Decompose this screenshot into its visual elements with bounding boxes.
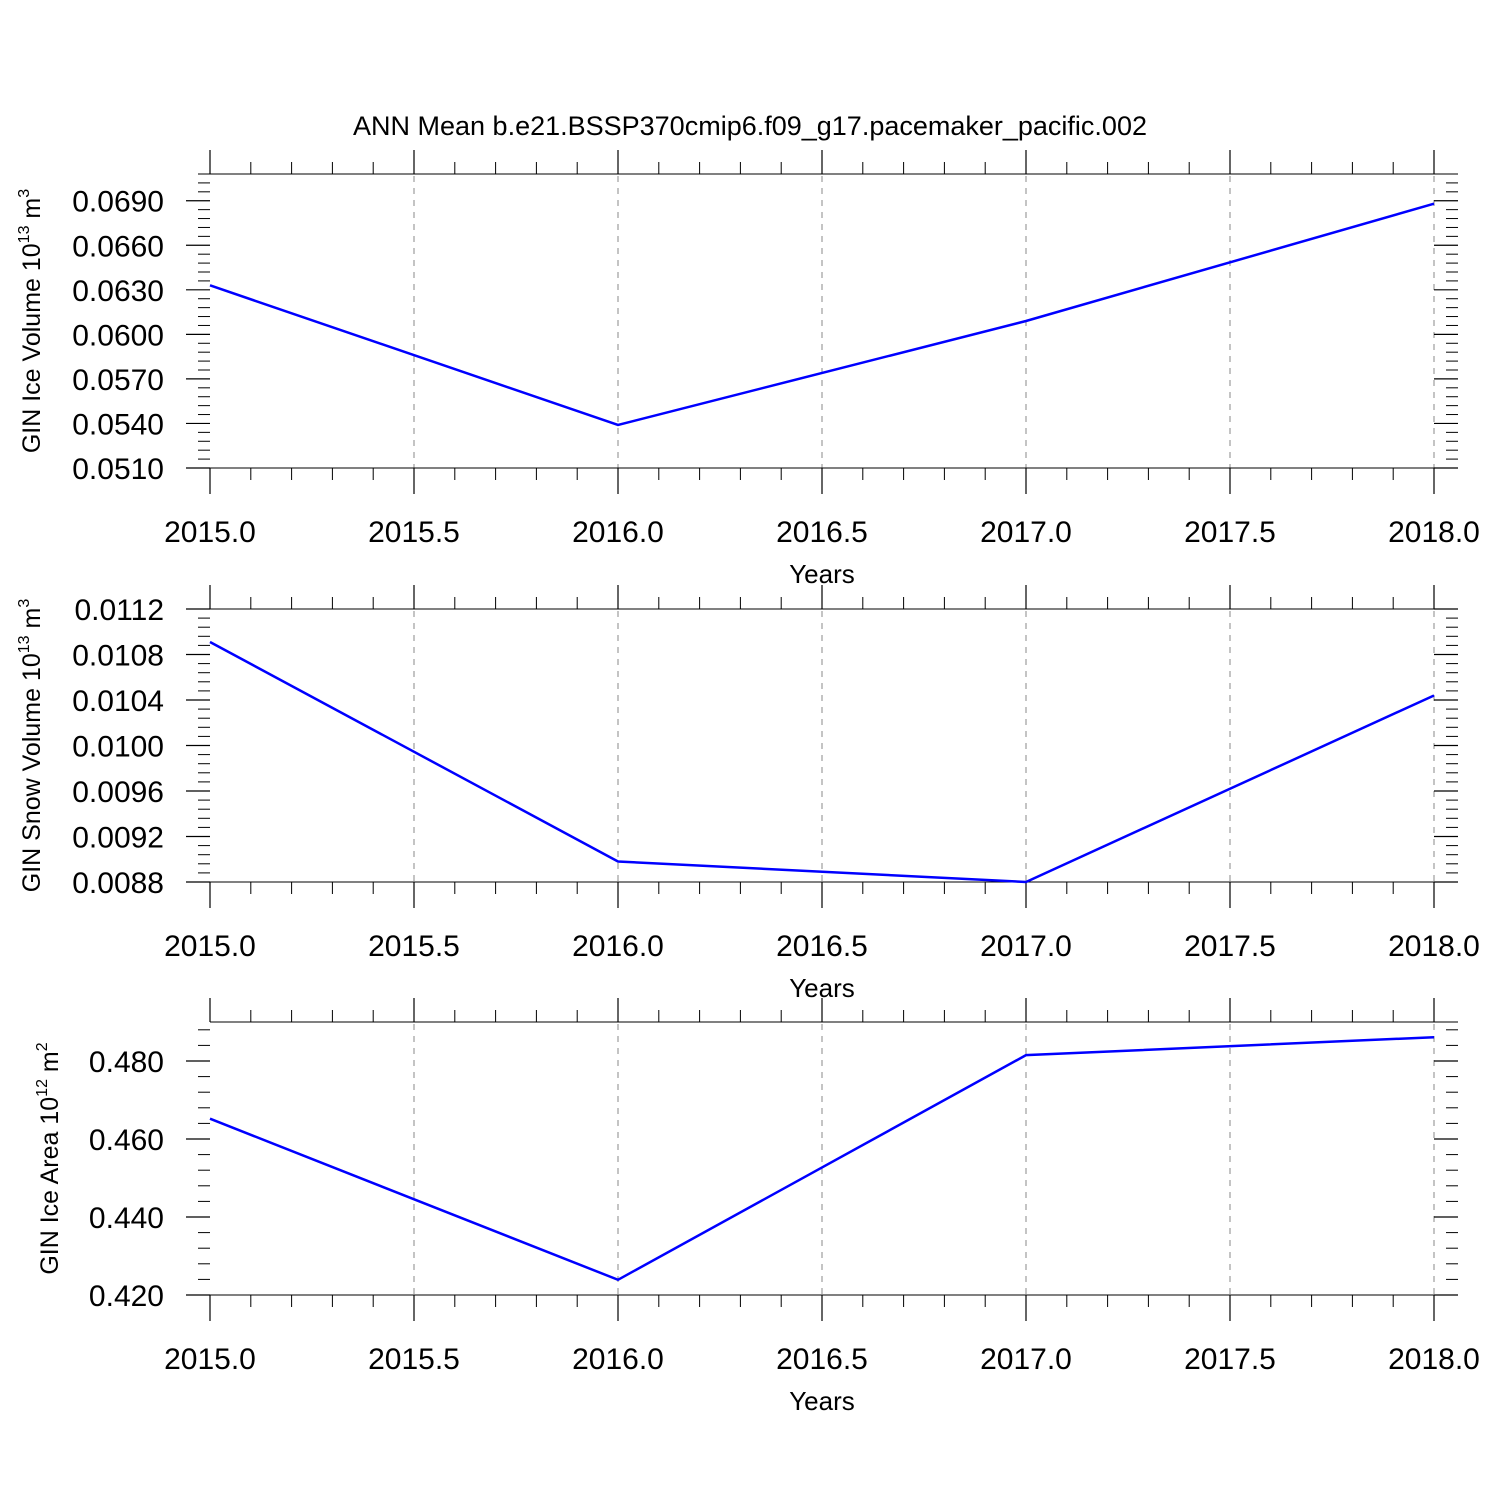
y-axis-label-unit: m xyxy=(36,1051,64,1079)
series-line xyxy=(209,640,1435,884)
y-tick-label: 0.0540 xyxy=(72,408,164,441)
x-tick-label: 2015.0 xyxy=(164,516,256,549)
y-tick-label: 0.0630 xyxy=(72,275,164,308)
x-tick-label: 2015.0 xyxy=(164,1343,256,1376)
y-axis-label-text: GIN Ice Area 10 xyxy=(36,1097,64,1275)
y-tick-label: 0.460 xyxy=(89,1124,164,1157)
x-tick-label: 2015.5 xyxy=(368,930,460,963)
y-tick-label: 0.0570 xyxy=(72,364,164,397)
x-tick-label: 2015.5 xyxy=(368,1343,460,1376)
y-tick-label: 0.420 xyxy=(89,1280,164,1313)
panels: 2015.0 2015.5 2016.0 2016.5 2017.0 2017.5 2018… xyxy=(16,150,1480,1416)
x-tick-label: 2018.0 xyxy=(1388,516,1480,549)
x-tick-label: 2016.0 xyxy=(572,930,664,963)
y-tick-label: 0.0100 xyxy=(72,731,164,764)
x-tick-label: 2017.5 xyxy=(1184,930,1276,963)
x-tick-label: 2018.0 xyxy=(1388,1343,1480,1376)
y-axis-label-text: GIN Ice Volume 10 xyxy=(18,243,46,453)
y-tick-label: 0.480 xyxy=(89,1046,164,1079)
y-tick-label: 0.0510 xyxy=(72,453,164,486)
y-axis-label-unit: m xyxy=(18,198,46,226)
x-axis-label: Years xyxy=(789,559,855,589)
chart-panel-1: 2015.0 2015.5 2016.0 2016.5 2017.0 2017.5 2018… xyxy=(16,150,1480,589)
y-axis-label-unit-exponent: 3 xyxy=(16,189,33,198)
figure-title: ANN Mean b.e21.BSSP370cmip6.f09_g17.pace… xyxy=(353,111,1147,141)
x-tick-label: 2017.0 xyxy=(980,1343,1072,1376)
x-tick-label: 2017.0 xyxy=(980,930,1072,963)
x-tick-label: 2016.5 xyxy=(776,1343,868,1376)
x-tick-label: 2015.0 xyxy=(164,930,256,963)
y-tick-label: 0.0092 xyxy=(72,822,164,855)
x-tick-label: 2017.0 xyxy=(980,516,1072,549)
y-tick-label: 0.440 xyxy=(89,1202,164,1235)
series-line xyxy=(209,1035,1435,1282)
x-axis-label: Years xyxy=(789,1386,855,1416)
y-tick-label: 0.0088 xyxy=(72,867,164,900)
x-tick-label: 2016.0 xyxy=(572,1343,664,1376)
x-tick-label: 2017.5 xyxy=(1184,516,1276,549)
y-tick-label: 0.0096 xyxy=(72,776,164,809)
series-line xyxy=(209,202,1435,427)
y-axis-label-exponent: 13 xyxy=(16,225,33,243)
y-tick-label: 0.0660 xyxy=(72,230,164,263)
y-tick-label: 0.0112 xyxy=(74,594,164,627)
y-axis-label-text: GIN Snow Volume 10 xyxy=(18,653,46,892)
y-axis-label: GIN Ice Volume 1013 m3 xyxy=(16,189,46,453)
y-tick-label: 0.0690 xyxy=(72,186,164,219)
y-tick-label: 0.0108 xyxy=(72,640,164,673)
y-axis-label-exponent: 12 xyxy=(34,1079,51,1097)
y-axis-label-unit-exponent: 3 xyxy=(16,599,33,608)
x-tick-label: 2018.0 xyxy=(1388,930,1480,963)
x-tick-label: 2016.5 xyxy=(776,516,868,549)
y-axis-label-exponent: 13 xyxy=(16,635,33,653)
x-tick-label: 2016.5 xyxy=(776,930,868,963)
y-axis-label-unit-exponent: 2 xyxy=(34,1042,51,1051)
x-tick-label: 2016.0 xyxy=(572,516,664,549)
x-tick-label: 2017.5 xyxy=(1184,1343,1276,1376)
y-axis-label-unit: m xyxy=(18,608,46,636)
y-tick-label: 0.0104 xyxy=(72,685,164,718)
x-tick-label: 2015.5 xyxy=(368,516,460,549)
y-axis-label: GIN Ice Area 1012 m2 xyxy=(34,1042,64,1274)
y-axis-label: GIN Snow Volume 1013 m3 xyxy=(16,599,46,893)
chart-panel-3: 2015.0 2015.5 2016.0 2016.5 2017.0 2017.5 2018… xyxy=(34,998,1480,1416)
chart-panel-2: 2015.0 2015.5 2016.0 2016.5 2017.0 2017.5 2018… xyxy=(16,585,1480,1003)
y-tick-label: 0.0600 xyxy=(72,319,164,352)
